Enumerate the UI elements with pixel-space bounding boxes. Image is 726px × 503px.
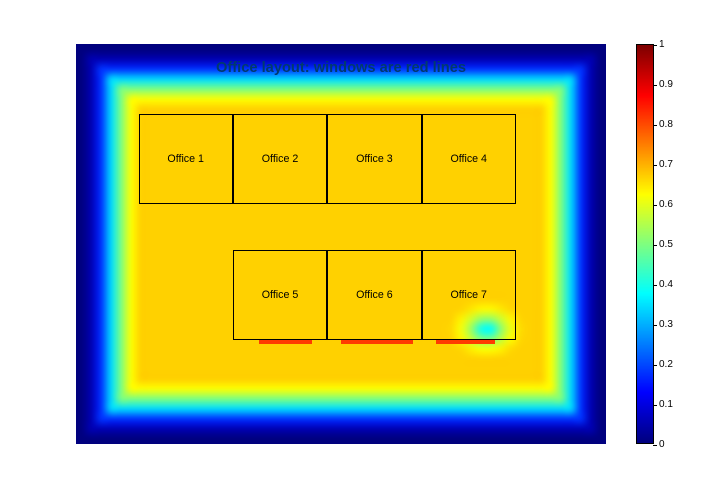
office-label: Office 3 (356, 153, 393, 165)
office-label: Office 7 (450, 289, 487, 301)
colorbar-tick-label: 0.9 (653, 79, 673, 90)
office-label: Office 4 (450, 153, 487, 165)
heatmap-canvas (76, 44, 606, 444)
office-label: Office 2 (262, 153, 299, 165)
colorbar-canvas (637, 45, 653, 443)
office-box: Office 6 (327, 250, 421, 340)
office-label: Office 1 (167, 153, 204, 165)
office-box: Office 4 (422, 114, 516, 204)
plot-title: Office layout: windows are red lines (76, 60, 606, 76)
office-box: Office 5 (233, 250, 327, 340)
office-label: Office 6 (356, 289, 393, 301)
colorbar-tick-label: 0.4 (653, 279, 673, 290)
colorbar-tick-label: 0.3 (653, 319, 673, 330)
colorbar-tick-label: 0.5 (653, 239, 673, 250)
plot-area: Office layout: windows are red lines Off… (76, 44, 606, 444)
window-line (259, 340, 312, 344)
colorbar-tick-label: 0 (653, 439, 665, 450)
colorbar: 00.10.20.30.40.50.60.70.80.91 (636, 44, 654, 444)
office-label: Office 5 (262, 289, 299, 301)
office-box: Office 1 (139, 114, 233, 204)
colorbar-tick-label: 0.8 (653, 119, 673, 130)
colorbar-tick-label: 0.6 (653, 199, 673, 210)
window-line (436, 340, 494, 344)
window-line (341, 340, 413, 344)
office-box: Office 3 (327, 114, 421, 204)
office-box: Office 7 (422, 250, 516, 340)
office-box: Office 2 (233, 114, 327, 204)
colorbar-tick-label: 0.1 (653, 399, 673, 410)
colorbar-tick-label: 0.7 (653, 159, 673, 170)
colorbar-tick-label: 0.2 (653, 359, 673, 370)
figure: { "figure": { "width_px": 726, "height_p… (0, 0, 726, 503)
colorbar-tick-label: 1 (653, 39, 665, 50)
